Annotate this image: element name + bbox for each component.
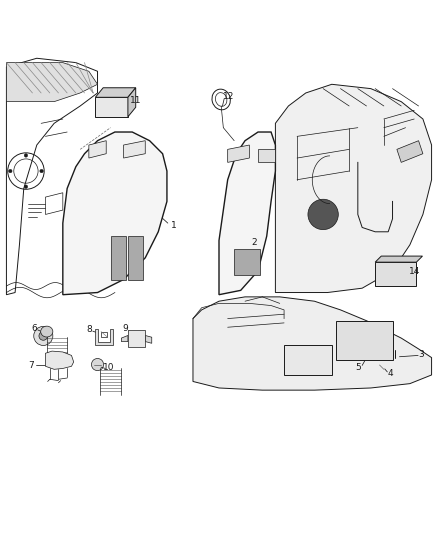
Polygon shape xyxy=(128,88,136,117)
Polygon shape xyxy=(276,84,431,293)
Text: 7: 7 xyxy=(29,361,35,370)
Bar xyxy=(110,236,126,279)
Circle shape xyxy=(9,169,12,173)
Text: 10: 10 xyxy=(102,363,114,372)
Text: 1: 1 xyxy=(170,221,177,230)
Circle shape xyxy=(40,169,43,173)
Circle shape xyxy=(39,332,48,340)
Text: 14: 14 xyxy=(409,267,420,276)
Circle shape xyxy=(304,356,312,364)
Text: 3: 3 xyxy=(419,350,424,359)
Polygon shape xyxy=(63,132,167,295)
Circle shape xyxy=(375,357,381,364)
Bar xyxy=(234,249,260,275)
Polygon shape xyxy=(95,88,136,98)
Circle shape xyxy=(24,154,28,157)
Ellipse shape xyxy=(41,326,53,337)
Polygon shape xyxy=(145,335,152,343)
Circle shape xyxy=(24,185,28,188)
Text: 5: 5 xyxy=(355,362,361,372)
Polygon shape xyxy=(95,329,113,345)
Text: 12: 12 xyxy=(223,92,235,101)
Polygon shape xyxy=(397,141,423,163)
Circle shape xyxy=(92,359,104,370)
Text: 9: 9 xyxy=(123,325,129,334)
Polygon shape xyxy=(46,351,74,369)
Text: 11: 11 xyxy=(130,96,141,106)
Polygon shape xyxy=(375,256,423,262)
Text: 6: 6 xyxy=(31,324,37,333)
Circle shape xyxy=(308,199,338,230)
Polygon shape xyxy=(258,149,276,163)
Polygon shape xyxy=(89,141,106,158)
Polygon shape xyxy=(193,297,431,390)
Polygon shape xyxy=(121,335,128,342)
Polygon shape xyxy=(95,98,128,117)
Polygon shape xyxy=(228,145,249,163)
Text: 4: 4 xyxy=(388,369,393,378)
Polygon shape xyxy=(7,62,98,102)
Polygon shape xyxy=(284,345,332,375)
Polygon shape xyxy=(336,321,392,360)
Bar xyxy=(128,236,143,279)
Polygon shape xyxy=(128,330,145,347)
Circle shape xyxy=(378,363,386,372)
Polygon shape xyxy=(219,132,276,295)
Circle shape xyxy=(34,326,53,345)
Text: 8: 8 xyxy=(86,325,92,334)
Polygon shape xyxy=(124,141,145,158)
Text: 2: 2 xyxy=(251,238,257,247)
Polygon shape xyxy=(375,262,417,286)
